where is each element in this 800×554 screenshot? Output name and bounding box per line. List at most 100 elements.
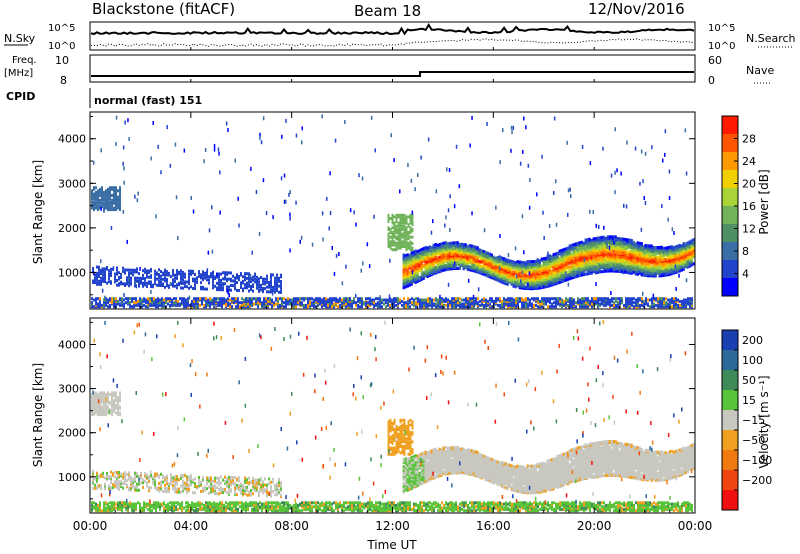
data-cell <box>176 283 178 287</box>
data-cell <box>196 276 198 280</box>
data-cell <box>688 258 691 262</box>
data-cell <box>283 199 286 204</box>
data-cell <box>256 280 258 284</box>
data-cell <box>665 297 667 301</box>
data-cell <box>519 297 521 301</box>
data-cell <box>279 303 281 307</box>
data-cell <box>240 286 242 289</box>
data-cell <box>95 203 97 207</box>
data-cell <box>104 276 106 280</box>
data-cell <box>570 259 573 263</box>
data-cell <box>180 269 182 273</box>
data-cell <box>252 275 254 279</box>
data-cell <box>186 280 188 284</box>
data-cell <box>369 297 371 301</box>
data-cell <box>566 265 569 269</box>
data-cell <box>389 243 392 247</box>
data-cell <box>176 286 178 290</box>
data-cell <box>465 299 467 303</box>
data-cell <box>423 298 425 302</box>
data-cell <box>664 246 667 250</box>
data-cell <box>480 249 483 253</box>
data-cell <box>115 208 117 212</box>
data-cell <box>614 255 617 259</box>
data-cell <box>167 297 169 301</box>
data-cell <box>93 208 95 212</box>
data-cell <box>516 274 519 278</box>
data-cell <box>265 297 267 301</box>
data-cell <box>153 303 155 307</box>
data-cell <box>109 208 111 212</box>
data-cell <box>126 276 128 280</box>
data-cell <box>182 278 184 282</box>
data-cell <box>644 266 647 270</box>
data-cell <box>209 297 211 301</box>
data-cell <box>119 203 121 207</box>
data-cell <box>584 257 587 260</box>
data-cell <box>231 297 233 301</box>
data-cell <box>629 299 631 303</box>
noise-panel-frame <box>89 21 696 51</box>
data-cell <box>515 297 517 301</box>
data-cell <box>484 255 487 259</box>
data-cell <box>327 303 329 307</box>
data-cell <box>559 299 561 303</box>
data-cell <box>407 215 410 219</box>
data-cell <box>124 282 126 286</box>
data-cell <box>606 235 609 239</box>
data-cell <box>423 303 425 307</box>
data-cell <box>418 263 421 267</box>
data-cell <box>188 280 190 284</box>
data-cell <box>105 198 107 202</box>
data-cell <box>638 254 641 258</box>
data-cell <box>162 284 164 288</box>
data-cell <box>236 288 238 292</box>
data-cell <box>689 305 691 309</box>
data-cell <box>512 263 515 267</box>
data-cell <box>527 302 529 306</box>
data-cell <box>644 244 647 247</box>
data-cell <box>317 297 319 301</box>
data-cell <box>401 227 404 231</box>
data-cell <box>555 303 557 307</box>
data-cell <box>413 298 415 302</box>
data-cell <box>192 287 194 290</box>
data-cell <box>117 195 119 199</box>
data-cell <box>690 239 693 243</box>
data-cell <box>412 276 415 280</box>
data-cell <box>409 243 412 247</box>
data-cell <box>283 305 285 309</box>
data-cell <box>634 268 637 272</box>
data-cell <box>409 298 411 302</box>
data-cell <box>158 268 160 272</box>
data-cell <box>160 274 162 278</box>
data-cell <box>395 248 398 252</box>
data-cell <box>172 281 174 285</box>
data-cell <box>111 187 113 191</box>
data-cell <box>630 239 633 242</box>
data-cell <box>118 271 120 275</box>
data-cell <box>430 246 433 250</box>
data-cell <box>143 303 145 307</box>
data-cell <box>635 301 637 305</box>
data-cell <box>493 299 495 303</box>
data-cell <box>166 273 168 277</box>
data-cell <box>636 260 639 263</box>
data-cell <box>183 299 185 303</box>
data-cell <box>594 242 597 246</box>
data-cell <box>327 298 329 302</box>
data-cell <box>224 277 226 281</box>
data-cell <box>616 241 619 245</box>
data-cell <box>426 256 429 260</box>
data-cell <box>395 297 397 301</box>
data-cell <box>426 252 429 256</box>
data-cell <box>160 280 162 284</box>
data-cell <box>678 243 681 247</box>
data-cell <box>683 298 685 302</box>
data-cell <box>554 252 557 256</box>
data-cell <box>515 274 518 279</box>
data-cell <box>295 299 297 303</box>
data-cell <box>198 270 200 274</box>
data-cell <box>653 297 655 301</box>
data-cell <box>184 282 186 285</box>
